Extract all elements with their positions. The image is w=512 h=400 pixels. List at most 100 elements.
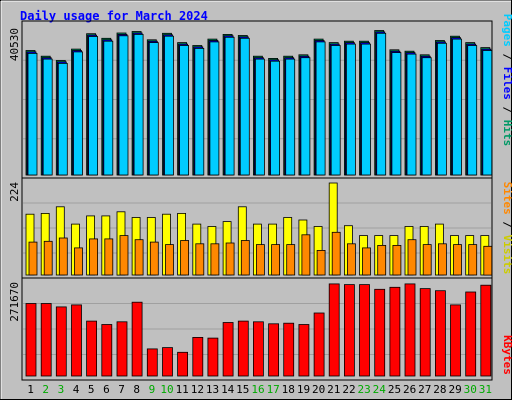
bar-sites-day-8 xyxy=(134,239,144,276)
bar-kbytes-day-3 xyxy=(55,306,67,377)
bar-pages-day-14 xyxy=(224,36,235,176)
bar-sites-day-6 xyxy=(104,238,114,276)
top-panel-legend: Pages / Files / Hits xyxy=(501,14,512,147)
bar-sites-day-23 xyxy=(362,247,371,276)
top-panel-max-label: 40530 xyxy=(8,28,21,61)
day-label-11: 11 xyxy=(176,383,189,396)
bar-kbytes-day-23 xyxy=(359,284,370,377)
bar-sites-day-16 xyxy=(255,244,265,276)
bar-pages-day-18 xyxy=(285,58,296,176)
legend-files: Files xyxy=(501,67,512,100)
bar-sites-day-11 xyxy=(180,240,190,276)
day-label-15: 15 xyxy=(236,383,249,396)
bottom-panel-max-label: 271670 xyxy=(8,282,21,322)
legend-pages: Pages xyxy=(501,14,512,47)
bar-pages-day-5 xyxy=(88,36,98,176)
bar-kbytes-day-13 xyxy=(207,337,219,377)
bar-sites-day-7 xyxy=(119,235,129,276)
bar-pages-day-6 xyxy=(103,40,114,176)
bar-sites-day-20 xyxy=(316,249,326,276)
day-label-25: 25 xyxy=(388,383,401,396)
bar-sites-day-24 xyxy=(377,244,387,276)
bar-pages-day-4 xyxy=(73,51,83,176)
bar-sites-day-26 xyxy=(407,239,417,276)
day-label-17: 17 xyxy=(267,383,280,396)
bars xyxy=(25,30,493,377)
bar-kbytes-day-5 xyxy=(86,320,97,377)
chart-title: Daily usage for March 2024 xyxy=(20,9,208,23)
bar-sites-day-9 xyxy=(149,241,159,276)
day-label-2: 2 xyxy=(42,383,49,396)
bar-kbytes-day-12 xyxy=(192,336,204,377)
day-label-26: 26 xyxy=(403,383,416,396)
bar-pages-day-28 xyxy=(436,42,447,176)
bar-pages-day-3 xyxy=(57,63,68,176)
day-label-24: 24 xyxy=(373,383,387,396)
bar-kbytes-day-6 xyxy=(101,324,113,377)
bar-kbytes-day-11 xyxy=(177,351,189,377)
bar-pages-day-16 xyxy=(254,58,265,176)
legend-separator: / xyxy=(501,47,512,67)
bar-kbytes-day-27 xyxy=(419,288,431,377)
bar-pages-day-20 xyxy=(315,41,326,176)
legend-separator: / xyxy=(501,215,512,235)
bar-kbytes-day-20 xyxy=(313,312,325,377)
bar-sites-day-12 xyxy=(195,243,205,276)
bar-pages-day-17 xyxy=(270,60,281,176)
day-label-21: 21 xyxy=(327,383,340,396)
day-label-31: 31 xyxy=(479,383,492,396)
bar-sites-day-18 xyxy=(286,244,296,276)
bar-sites-day-14 xyxy=(225,242,235,276)
day-labels: 1 2 3 4 5 6 7 8 9 10 11 12 13 14 15 16 17 18 19 20 21 22 23 24 2… xyxy=(27,383,492,396)
bar-pages-day-19 xyxy=(300,57,311,176)
bar-pages-day-21 xyxy=(330,45,341,176)
bar-pages-day-26 xyxy=(406,53,417,176)
bottom-panel-legend: KBytes xyxy=(501,335,512,375)
bar-pages-day-13 xyxy=(209,41,220,176)
middle-panel-max-label: 224 xyxy=(8,182,21,202)
bar-kbytes-day-1 xyxy=(25,303,37,377)
day-label-20: 20 xyxy=(312,383,325,396)
day-label-4: 4 xyxy=(73,383,80,396)
day-label-5: 5 xyxy=(88,383,95,396)
bar-pages-day-12 xyxy=(194,48,205,176)
bar-kbytes-day-26 xyxy=(404,283,416,377)
day-label-10: 10 xyxy=(160,383,173,396)
bar-kbytes-day-16 xyxy=(252,321,264,377)
legend-hits: Hits xyxy=(501,120,512,147)
day-label-14: 14 xyxy=(221,383,235,396)
bar-kbytes-day-18 xyxy=(283,322,295,377)
bar-kbytes-day-7 xyxy=(116,321,128,377)
bar-pages-day-29 xyxy=(452,38,462,176)
legend-visits: Visits xyxy=(501,235,512,275)
day-label-16: 16 xyxy=(251,383,264,396)
bar-kbytes-day-24 xyxy=(374,288,386,377)
bar-kbytes-day-28 xyxy=(434,290,446,377)
bar-sites-day-30 xyxy=(468,244,478,276)
day-label-3: 3 xyxy=(58,383,65,396)
bar-kbytes-day-17 xyxy=(268,323,280,377)
bar-sites-day-21 xyxy=(331,231,341,276)
day-label-12: 12 xyxy=(191,383,204,396)
bar-pages-day-8 xyxy=(133,34,144,176)
bar-kbytes-day-14 xyxy=(222,322,234,377)
bar-pages-day-31 xyxy=(482,50,493,176)
bar-pages-day-2 xyxy=(42,58,53,176)
bar-kbytes-day-25 xyxy=(389,286,401,377)
bar-kbytes-day-9 xyxy=(146,348,158,377)
day-label-18: 18 xyxy=(282,383,295,396)
bar-kbytes-day-22 xyxy=(343,284,355,377)
legend-sites: Sites xyxy=(501,182,512,215)
legend-separator: / xyxy=(501,100,512,120)
bar-sites-day-22 xyxy=(346,243,356,276)
bar-sites-day-1 xyxy=(28,241,38,276)
day-label-30: 30 xyxy=(464,383,477,396)
bar-sites-day-10 xyxy=(165,244,174,276)
day-label-9: 9 xyxy=(149,383,156,396)
day-label-1: 1 xyxy=(27,383,34,396)
bar-sites-day-31 xyxy=(483,245,493,276)
bar-pages-day-15 xyxy=(239,37,250,176)
day-label-29: 29 xyxy=(448,383,461,396)
bar-sites-day-15 xyxy=(240,240,250,276)
